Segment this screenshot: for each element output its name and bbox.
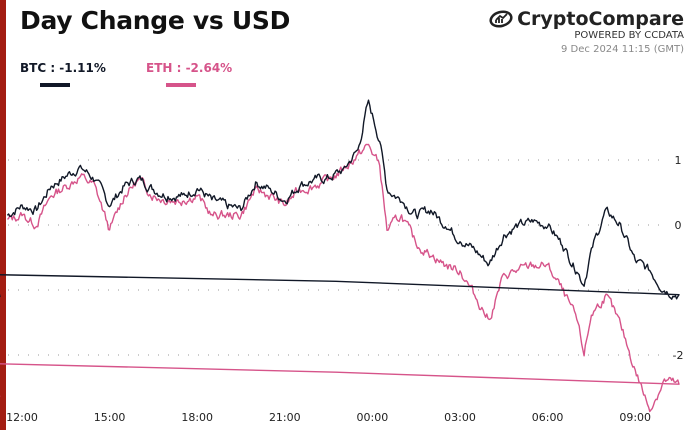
legend-btc-swatch [40,83,70,87]
x-tick-label: 12:00 [6,411,38,424]
y-tick-label: 1 [675,154,682,167]
x-tick-label: 00:00 [357,411,389,424]
brand-subtitle: POWERED BY CCDATA [574,30,684,41]
brand-block: CryptoCompare POWERED BY CCDATA 9 Dec 20… [489,8,684,55]
x-tick-label: 21:00 [269,411,301,424]
brand-name-text: CryptoCompare [517,8,684,30]
legend-eth-label: ETH : -2.64% [146,61,233,75]
legend-eth-swatch [166,83,196,87]
y-tick-label: -2 [673,349,684,362]
legend-eth: ETH : -2.64% [146,61,232,87]
x-tick-label: 06:00 [532,411,564,424]
x-tick-label: 09:00 [619,411,651,424]
legend-btc: BTC : -1.11% [20,61,106,87]
timestamp: 9 Dec 2024 11:15 (GMT) [561,44,684,55]
chart-in-oval-icon [489,10,513,28]
brand-name: CryptoCompare [489,8,684,30]
x-tick-label: 18:00 [181,411,213,424]
legend-btc-label: BTC : -1.11% [20,61,106,75]
series-line-eth [0,143,680,413]
page-title: Day Change vs USD [20,6,291,35]
accent-bar [0,0,6,430]
x-tick-label: 03:00 [444,411,476,424]
x-tick-label: 15:00 [94,411,126,424]
series-line-btc [0,99,680,300]
y-tick-label: 0 [675,219,682,232]
